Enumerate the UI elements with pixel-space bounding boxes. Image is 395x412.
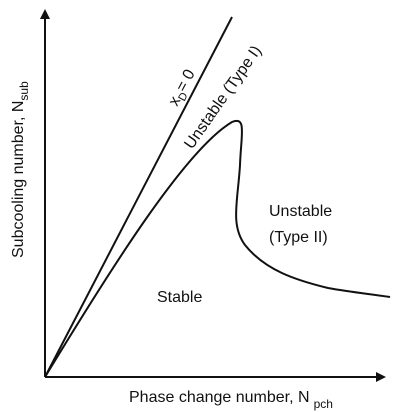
- unstable-type2-label: Unstable: [269, 203, 332, 220]
- y-axis-label: Subcooling number, Nsub: [10, 81, 31, 258]
- xd-zero-line: [44, 16, 233, 378]
- unstable-type2-sublabel: (Type II): [269, 229, 328, 246]
- stable-region-label: Stable: [157, 289, 202, 306]
- stability-boundary-curve: [44, 119, 391, 378]
- unstable-type1-label: Unstable (Type I): [181, 43, 265, 153]
